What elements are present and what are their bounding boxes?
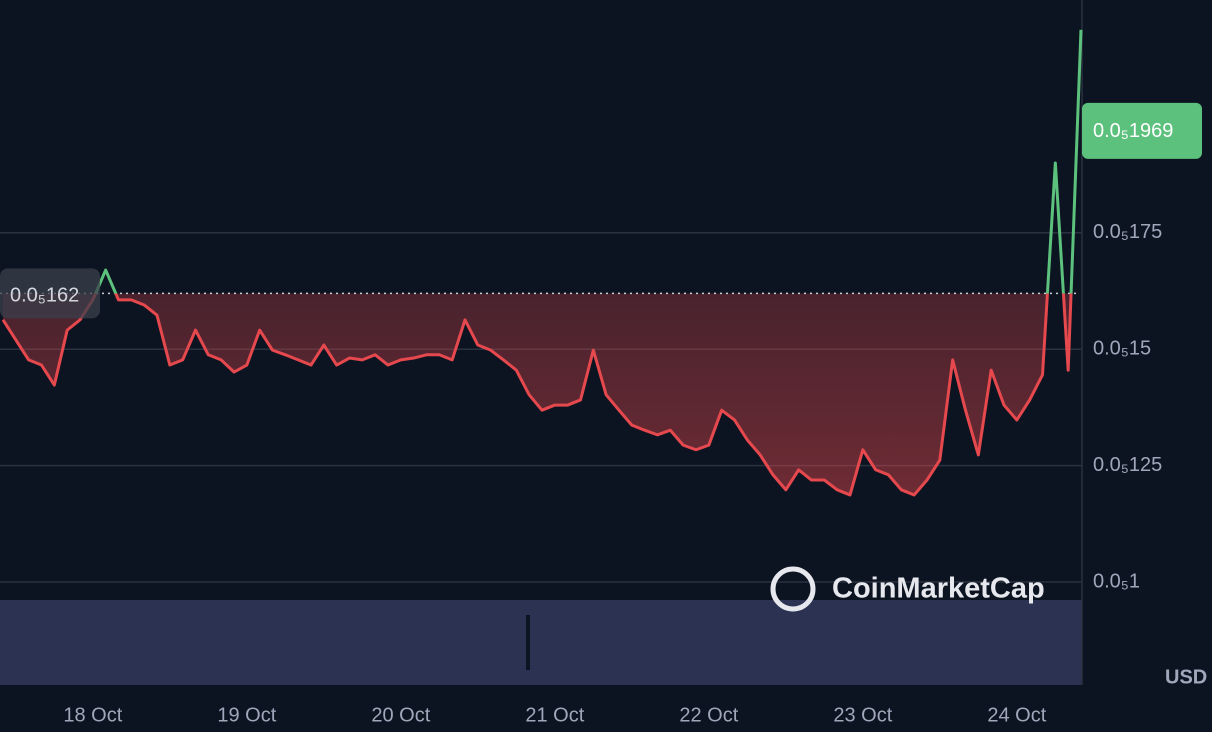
baseline-label: 0.0₅162	[10, 285, 79, 307]
volume-dip	[526, 615, 530, 670]
currency-label: USD	[1165, 666, 1207, 688]
watermark-logo	[770, 566, 816, 612]
y-tick-label: 0.0₅125	[1093, 454, 1162, 476]
price-area	[3, 293, 1072, 495]
price-badge-label: 0.0₅1969	[1093, 120, 1173, 142]
price-line	[1, 29, 1083, 497]
volume-band	[0, 600, 1082, 685]
y-tick-label: 0.0₅15	[1093, 337, 1151, 359]
x-tick-label: 24 Oct	[987, 704, 1046, 726]
price-badge	[1082, 102, 1202, 159]
baseline-badge	[0, 268, 100, 319]
watermark-text: CoinMarketCap	[832, 573, 1045, 605]
x-tick-label: 20 Oct	[371, 704, 430, 726]
watermark: CoinMarketCap	[770, 566, 1045, 612]
x-tick-label: 18 Oct	[63, 704, 122, 726]
x-tick-label: 23 Oct	[833, 704, 892, 726]
y-tick-label: 0.0₅175	[1093, 221, 1162, 243]
x-tick-label: 21 Oct	[525, 704, 584, 726]
x-tick-label: 19 Oct	[217, 704, 276, 726]
y-tick-label: 0.0₅1	[1093, 570, 1140, 592]
x-tick-label: 22 Oct	[679, 704, 738, 726]
